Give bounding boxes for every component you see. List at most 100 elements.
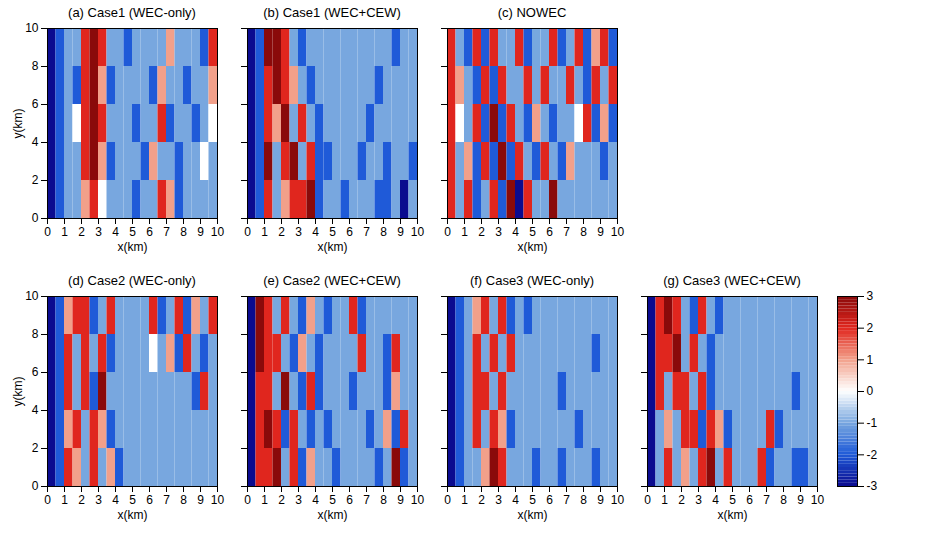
svg-text:-2: -2 <box>867 448 878 462</box>
svg-text:2: 2 <box>678 493 685 507</box>
svg-text:6: 6 <box>146 225 153 239</box>
svg-text:4: 4 <box>312 493 319 507</box>
svg-text:6: 6 <box>32 97 39 111</box>
svg-text:y(km): y(km) <box>11 109 25 139</box>
svg-text:8: 8 <box>780 493 787 507</box>
svg-text:7: 7 <box>363 493 370 507</box>
svg-text:x(km): x(km) <box>318 508 348 522</box>
svg-text:0: 0 <box>644 493 651 507</box>
svg-text:1: 1 <box>461 225 468 239</box>
svg-text:0: 0 <box>244 225 251 239</box>
svg-text:4: 4 <box>712 493 719 507</box>
svg-text:-3: -3 <box>867 479 878 493</box>
svg-text:6: 6 <box>546 493 553 507</box>
svg-text:10: 10 <box>611 493 625 507</box>
svg-text:9: 9 <box>597 493 604 507</box>
svg-text:0: 0 <box>32 479 39 493</box>
svg-text:1: 1 <box>61 225 68 239</box>
svg-text:x(km): x(km) <box>318 240 348 254</box>
svg-text:7: 7 <box>363 225 370 239</box>
svg-text:4: 4 <box>512 225 519 239</box>
svg-text:10: 10 <box>25 22 39 35</box>
svg-text:2: 2 <box>32 173 39 187</box>
svg-text:3: 3 <box>495 493 502 507</box>
svg-text:8: 8 <box>180 225 187 239</box>
svg-text:8: 8 <box>32 327 39 341</box>
svg-text:9: 9 <box>797 493 804 507</box>
svg-text:3: 3 <box>95 493 102 507</box>
svg-text:6: 6 <box>346 493 353 507</box>
svg-text:8: 8 <box>180 493 187 507</box>
svg-text:4: 4 <box>512 493 519 507</box>
svg-text:10: 10 <box>811 493 825 507</box>
svg-text:5: 5 <box>129 493 136 507</box>
svg-text:2: 2 <box>278 225 285 239</box>
svg-text:7: 7 <box>563 225 570 239</box>
svg-text:x(km): x(km) <box>118 240 148 254</box>
svg-text:10: 10 <box>211 225 225 239</box>
svg-text:3: 3 <box>295 493 302 507</box>
svg-text:x(km): x(km) <box>518 508 548 522</box>
svg-text:0: 0 <box>244 493 251 507</box>
svg-text:7: 7 <box>763 493 770 507</box>
svg-text:1: 1 <box>661 493 668 507</box>
svg-text:2: 2 <box>32 441 39 455</box>
svg-text:1: 1 <box>261 493 268 507</box>
svg-text:6: 6 <box>346 225 353 239</box>
svg-text:6: 6 <box>32 365 39 379</box>
svg-text:0: 0 <box>44 225 51 239</box>
svg-text:5: 5 <box>329 225 336 239</box>
svg-text:0: 0 <box>867 384 874 398</box>
svg-text:3: 3 <box>695 493 702 507</box>
svg-text:4: 4 <box>312 225 319 239</box>
svg-text:10: 10 <box>411 493 425 507</box>
svg-text:0: 0 <box>444 225 451 239</box>
svg-text:6: 6 <box>546 225 553 239</box>
svg-text:4: 4 <box>32 135 39 149</box>
svg-text:8: 8 <box>580 493 587 507</box>
svg-text:9: 9 <box>397 493 404 507</box>
svg-text:8: 8 <box>380 493 387 507</box>
svg-text:5: 5 <box>529 493 536 507</box>
svg-text:4: 4 <box>112 493 119 507</box>
svg-text:2: 2 <box>78 225 85 239</box>
svg-text:3: 3 <box>867 290 874 303</box>
svg-text:x(km): x(km) <box>718 508 748 522</box>
svg-text:9: 9 <box>197 493 204 507</box>
svg-text:0: 0 <box>32 211 39 225</box>
svg-text:10: 10 <box>611 225 625 239</box>
svg-text:10: 10 <box>25 290 39 303</box>
svg-text:3: 3 <box>495 225 502 239</box>
svg-text:2: 2 <box>78 493 85 507</box>
svg-text:3: 3 <box>95 225 102 239</box>
svg-text:2: 2 <box>867 321 874 335</box>
svg-text:-1: -1 <box>867 416 878 430</box>
svg-text:7: 7 <box>563 493 570 507</box>
svg-text:5: 5 <box>329 493 336 507</box>
svg-text:y(km): y(km) <box>11 377 25 407</box>
svg-text:8: 8 <box>580 225 587 239</box>
svg-text:4: 4 <box>32 403 39 417</box>
svg-text:8: 8 <box>380 225 387 239</box>
svg-text:6: 6 <box>146 493 153 507</box>
svg-text:0: 0 <box>44 493 51 507</box>
svg-text:9: 9 <box>197 225 204 239</box>
svg-text:10: 10 <box>411 225 425 239</box>
svg-text:9: 9 <box>397 225 404 239</box>
svg-text:2: 2 <box>278 493 285 507</box>
svg-text:3: 3 <box>295 225 302 239</box>
svg-text:x(km): x(km) <box>118 508 148 522</box>
svg-text:1: 1 <box>461 493 468 507</box>
svg-text:7: 7 <box>163 493 170 507</box>
svg-text:8: 8 <box>32 59 39 73</box>
svg-text:2: 2 <box>478 493 485 507</box>
svg-text:2: 2 <box>478 225 485 239</box>
svg-text:1: 1 <box>61 493 68 507</box>
svg-text:6: 6 <box>746 493 753 507</box>
svg-text:0: 0 <box>444 493 451 507</box>
svg-text:5: 5 <box>729 493 736 507</box>
svg-text:1: 1 <box>867 353 874 367</box>
svg-text:5: 5 <box>529 225 536 239</box>
svg-text:x(km): x(km) <box>518 240 548 254</box>
svg-text:1: 1 <box>261 225 268 239</box>
